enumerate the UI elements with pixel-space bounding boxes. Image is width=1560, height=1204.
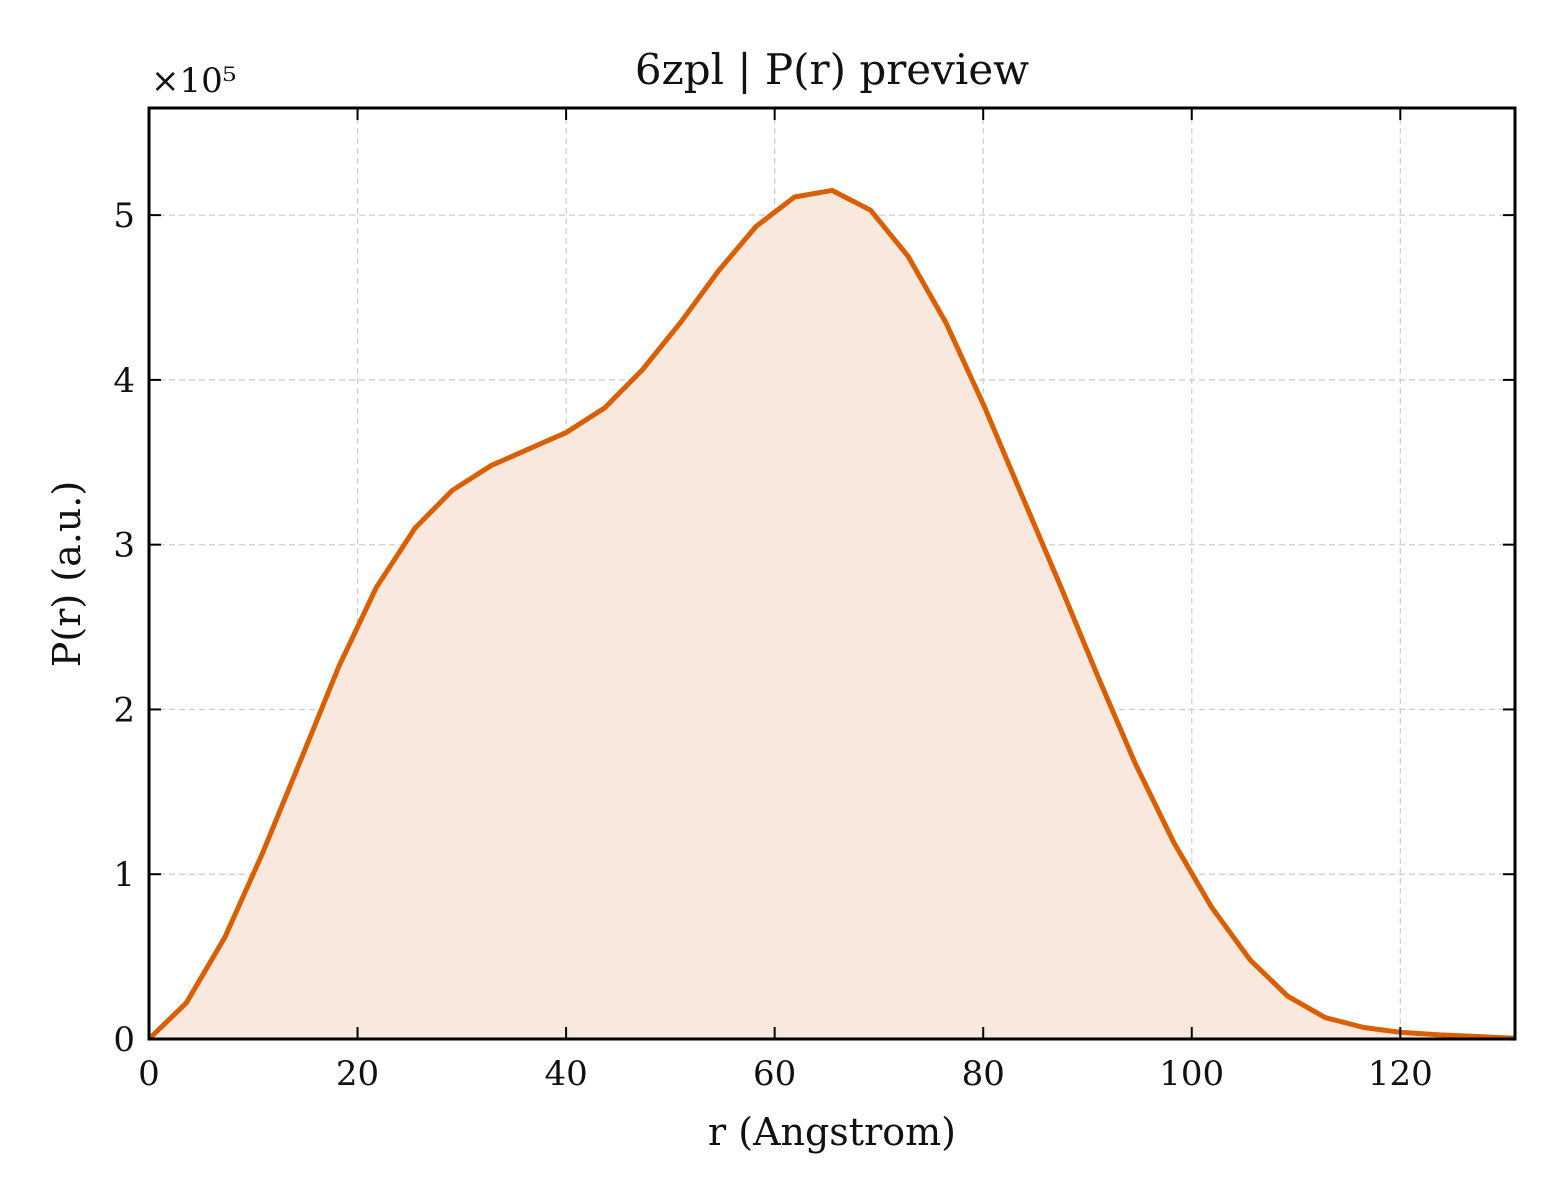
- tick-labels: 0 20 40 60 80 100 120 0 1 2 3 4 5: [113, 196, 1432, 1094]
- x-tick-label: 80: [962, 1054, 1005, 1094]
- plot-frame: [147, 106, 1517, 1041]
- x-tick-label: 20: [336, 1054, 379, 1094]
- y-tick-label: 1: [113, 855, 135, 895]
- x-tick-label: 0: [138, 1054, 160, 1094]
- x-axis-label: r (Angstrom): [708, 1110, 956, 1154]
- y-tick-label: 4: [113, 361, 135, 401]
- x-tick-label: 40: [544, 1054, 587, 1094]
- y-tick-label: 5: [113, 196, 135, 236]
- y-axis-label: P(r) (a.u.): [45, 481, 89, 667]
- x-tick-label: 100: [1159, 1054, 1224, 1094]
- x-tick-label: 60: [753, 1054, 796, 1094]
- y-offset-label: ×10⁵: [151, 61, 236, 101]
- chart-title: 6zpl | P(r) preview: [635, 45, 1029, 94]
- y-tick-label: 3: [113, 526, 135, 566]
- x-tick-label: 120: [1368, 1054, 1433, 1094]
- y-tick-label: 2: [113, 690, 135, 730]
- pr-curve-line: [147, 187, 1516, 1041]
- y-tick-label: 0: [113, 1020, 135, 1060]
- pr-area-fill: [149, 190, 1515, 1039]
